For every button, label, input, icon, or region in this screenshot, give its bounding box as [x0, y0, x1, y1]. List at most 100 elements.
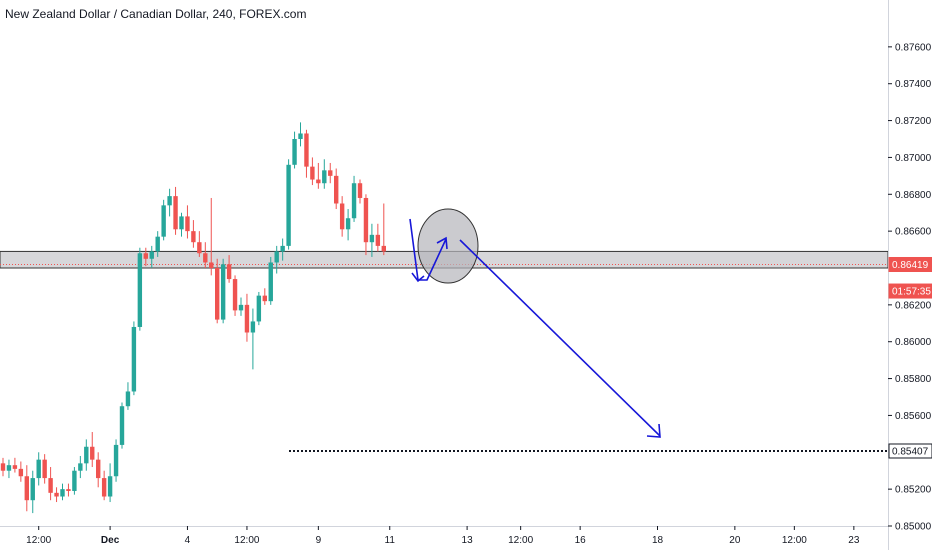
candle [119, 402, 125, 449]
price-tags: 0.86419 01:57:35 0.85407 [888, 256, 932, 459]
candle [345, 209, 351, 241]
price-tick-label: 0.87200 [895, 116, 932, 127]
candle [72, 467, 77, 495]
candle [18, 461, 24, 482]
candle [304, 129, 309, 178]
candle [310, 157, 315, 186]
svg-text:0.85407: 0.85407 [892, 446, 929, 457]
candle [78, 455, 83, 479]
candle [179, 212, 184, 237]
time-tick-label: 16 [575, 535, 587, 546]
candle [274, 245, 279, 274]
candle [316, 162, 321, 189]
candle [238, 297, 244, 316]
time-tick-label: 9 [316, 535, 322, 546]
candle [334, 168, 339, 210]
candle [375, 223, 381, 252]
time-tick-label: 13 [462, 535, 474, 546]
candle [90, 432, 95, 468]
candle [244, 293, 250, 342]
candle [286, 159, 291, 250]
candle [262, 288, 267, 305]
time-tick-label: 4 [185, 535, 191, 546]
candle [12, 457, 18, 473]
candle [322, 159, 327, 189]
price-tag: 0.85407 [888, 443, 932, 459]
svg-text:01:57:35: 01:57:35 [892, 287, 931, 298]
price-tick-label: 0.86600 [895, 227, 932, 238]
candle [173, 186, 178, 235]
time-tick-label: Dec [101, 535, 120, 546]
candle [185, 205, 190, 239]
candle [54, 487, 59, 503]
candle [131, 321, 137, 396]
candle [101, 470, 107, 501]
candle [381, 203, 386, 256]
time-tick-label: 11 [385, 535, 396, 546]
candle [298, 122, 303, 147]
candle [66, 483, 71, 497]
price-axis[interactable]: 0.87600 0.87400 0.87200 0.87000 0.86800 0.866… [888, 42, 932, 533]
time-tick-label: 12:00 [234, 535, 259, 546]
drawings [289, 208, 888, 452]
price-tick-label: 0.87000 [895, 153, 932, 164]
time-tick-label: 12:00 [26, 535, 51, 546]
candle [369, 223, 375, 257]
candle [84, 439, 89, 471]
candle [30, 470, 35, 514]
price-tick-label: 0.85600 [895, 411, 932, 422]
candle [60, 483, 65, 501]
candle [250, 308, 256, 370]
candle [6, 459, 12, 479]
price-tick-label: 0.85000 [895, 522, 932, 533]
projection-arrow-short[interactable] [409, 218, 447, 281]
candle [155, 231, 160, 257]
arrowhead-target [646, 423, 661, 438]
price-tag: 0.86419 [888, 256, 932, 272]
candle [161, 199, 166, 241]
time-tick-label: 18 [652, 535, 664, 546]
retest-circle[interactable] [417, 208, 479, 284]
chart-title: New Zealand Dollar / Canadian Dollar, 24… [5, 7, 306, 21]
price-tick-label: 0.85800 [895, 374, 932, 385]
projection-arrow-long[interactable] [459, 239, 661, 437]
candle [107, 463, 113, 503]
time-tick-label: 20 [729, 535, 741, 546]
candle [125, 382, 131, 410]
candle [280, 238, 285, 261]
candle [0, 457, 6, 477]
candle [226, 255, 232, 283]
candle [42, 454, 47, 484]
candle [203, 242, 208, 268]
candle [191, 220, 196, 248]
price-tick-label: 0.87600 [895, 42, 932, 53]
candle [363, 194, 369, 256]
candle [292, 131, 297, 169]
candle [167, 188, 172, 217]
time-tick-label: 23 [848, 535, 860, 546]
price-tick-label: 0.86200 [895, 300, 932, 311]
time-axis[interactable]: 12:00 Dec 4 12:00 9 11 13 12:00 16 18 20 12:00 23 [26, 526, 860, 546]
candle [357, 179, 363, 204]
candles [0, 122, 386, 514]
countdown-tag: 01:57:35 [888, 283, 932, 299]
candle [149, 245, 154, 268]
price-tick-label: 0.86000 [895, 337, 932, 348]
candle [96, 452, 101, 488]
candle [137, 247, 143, 331]
candle [48, 467, 53, 501]
candle [24, 465, 29, 512]
candle [113, 439, 119, 482]
candle [209, 197, 214, 276]
candle [220, 258, 226, 324]
price-tick-label: 0.87400 [895, 79, 932, 90]
svg-text:0.86419: 0.86419 [892, 260, 929, 271]
candle [197, 231, 202, 257]
candle [36, 452, 41, 486]
candle [351, 175, 357, 222]
candle [339, 196, 345, 237]
candle [268, 256, 273, 305]
price-tick-label: 0.85200 [895, 485, 932, 496]
arrowhead-down [411, 272, 425, 283]
